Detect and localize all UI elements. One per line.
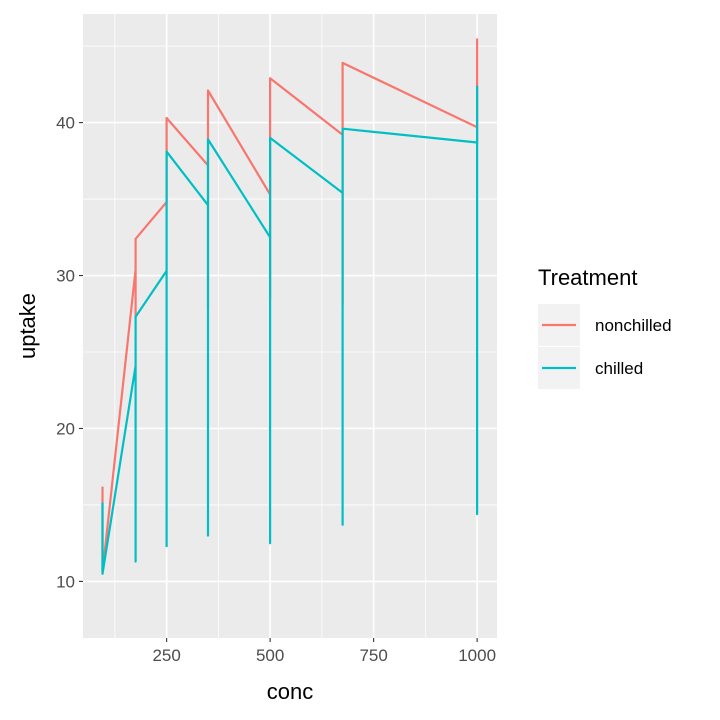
x-tick-label: 1000 bbox=[458, 646, 496, 665]
y-axis-title: uptake bbox=[15, 293, 40, 359]
series-line-chilled bbox=[101, 85, 479, 575]
plot-panel bbox=[83, 14, 497, 638]
legend-label-nonchilled: nonchilled bbox=[595, 316, 672, 335]
y-tick-label: 40 bbox=[56, 114, 75, 133]
y-tick-label: 30 bbox=[56, 267, 75, 286]
legend-title: Treatment bbox=[538, 265, 637, 290]
y-tick-label: 10 bbox=[56, 572, 75, 591]
x-tick-label: 500 bbox=[256, 646, 284, 665]
y-axis: 10 20 30 40 bbox=[56, 114, 83, 591]
x-axis: 250 500 750 1000 bbox=[152, 638, 496, 665]
legend: Treatment nonchilled chilled bbox=[538, 265, 672, 389]
x-tick-label: 250 bbox=[152, 646, 180, 665]
x-axis-title: conc bbox=[267, 679, 313, 704]
series-lines bbox=[101, 38, 479, 575]
y-tick-label: 20 bbox=[56, 419, 75, 438]
x-tick-label: 750 bbox=[359, 646, 387, 665]
legend-label-chilled: chilled bbox=[595, 359, 643, 378]
